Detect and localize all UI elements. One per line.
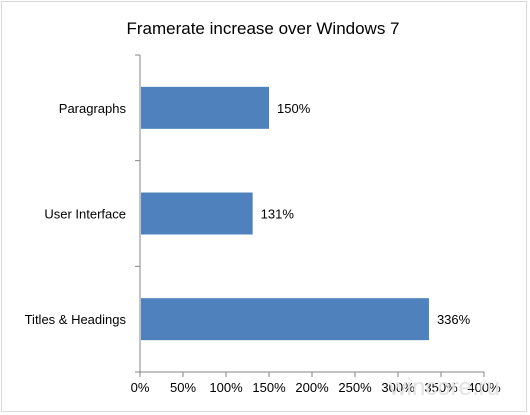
x-tick-label-8: 400% bbox=[467, 380, 501, 395]
watermark: wincore.ru bbox=[388, 374, 500, 401]
category-label-0: Paragraphs bbox=[59, 101, 127, 116]
bars-group bbox=[141, 86, 429, 341]
x-tick-label-4: 200% bbox=[295, 380, 329, 395]
data-label-0: 150% bbox=[277, 101, 311, 116]
axes-group bbox=[135, 54, 485, 377]
x-tick-label-3: 150% bbox=[252, 380, 286, 395]
x-tick-label-7: 350% bbox=[424, 380, 458, 395]
chart-title: Framerate increase over Windows 7 bbox=[126, 19, 399, 38]
x-tick-label-6: 300% bbox=[381, 380, 415, 395]
x-tick-label-5: 250% bbox=[338, 380, 372, 395]
category-label-2: Titles & Headings bbox=[25, 312, 127, 327]
labels-group: Paragraphs 150% User Interface 131% Titles &… bbox=[25, 101, 501, 395]
data-label-2: 336% bbox=[437, 312, 471, 327]
data-label-1: 131% bbox=[261, 207, 295, 222]
category-label-1: User Interface bbox=[44, 207, 126, 222]
bar-1 bbox=[141, 192, 253, 235]
x-tick-label-2: 100% bbox=[209, 380, 243, 395]
bar-2 bbox=[141, 298, 429, 341]
bar-0 bbox=[141, 86, 269, 129]
x-tick-label-1: 50% bbox=[170, 380, 196, 395]
x-tick-label-0: 0% bbox=[131, 380, 150, 395]
